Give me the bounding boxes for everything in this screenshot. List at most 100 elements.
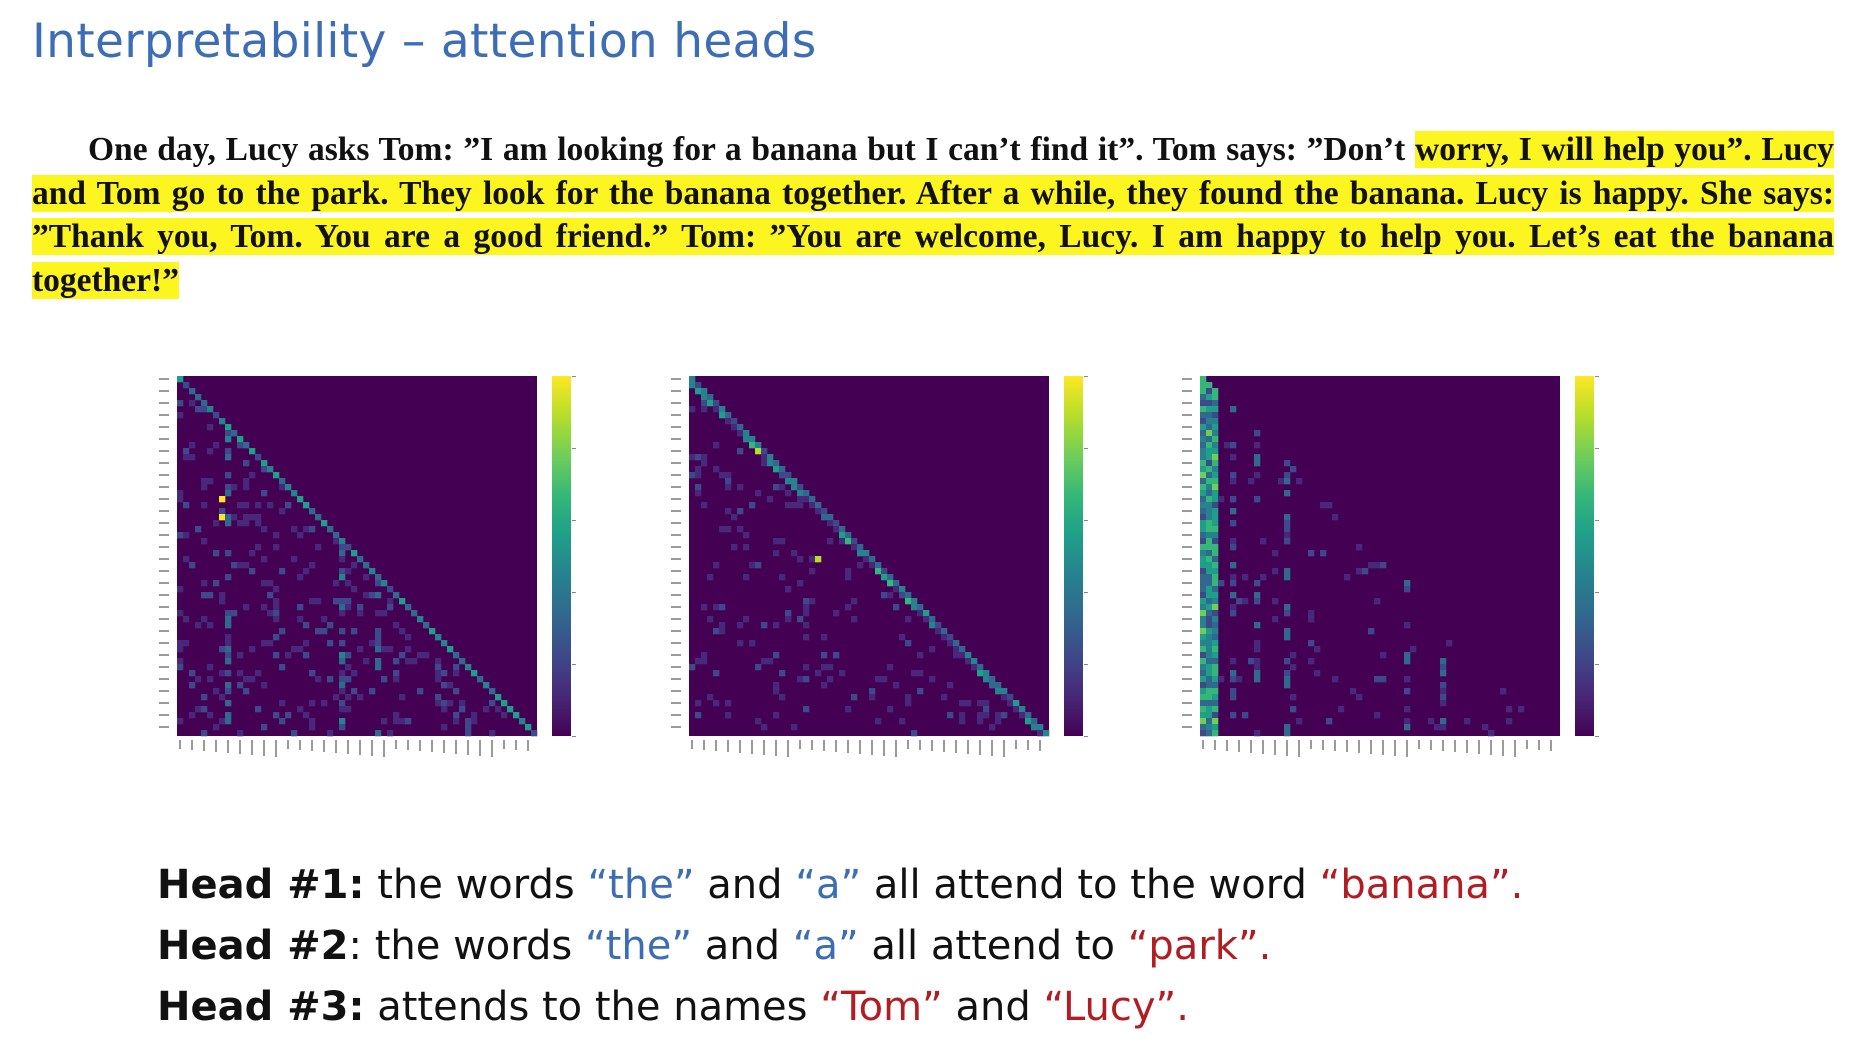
heatmap-cell [231, 514, 238, 521]
heatmap-cell [321, 628, 328, 635]
heatmap-cell [1212, 466, 1219, 473]
heatmap-cell [803, 706, 810, 713]
heatmap-cell [195, 406, 202, 413]
token-tick-label [159, 570, 169, 572]
heatmap-cell [1043, 730, 1050, 737]
heatmap-cell [1212, 640, 1219, 647]
heatmap-cell [249, 550, 256, 557]
heatmap-cell [273, 712, 280, 719]
heatmap-cell [1200, 700, 1207, 707]
heatmap-cell [1200, 544, 1207, 551]
heatmap-cell [749, 502, 756, 509]
heatmap-cell [225, 652, 232, 659]
heatmap-cell [1332, 514, 1339, 521]
heatmap-cell [1284, 532, 1291, 539]
heatmap-cell [285, 712, 292, 719]
heatmap-cell [1212, 700, 1219, 707]
heatmap-cell [1200, 526, 1207, 533]
heatmap-cell [929, 676, 936, 683]
token-tick-label [931, 740, 933, 751]
heatmap-cell [785, 610, 792, 617]
heatmap-cell [1206, 496, 1213, 503]
heatmap-cell [1440, 664, 1447, 671]
heatmap-cell [447, 700, 454, 707]
heatmap-cell [1206, 598, 1213, 605]
heatmap-cell [1200, 604, 1207, 611]
heatmap-cell [297, 706, 304, 713]
heatmap-cell [1206, 574, 1213, 581]
heatmap-cell [869, 562, 876, 569]
heatmap-cell [1200, 412, 1207, 419]
heatmap-cell [1200, 616, 1207, 623]
heatmap-cell [725, 478, 732, 485]
heatmap-cell [1031, 718, 1038, 725]
heatmap-cell [177, 610, 184, 617]
heatmap-cell [905, 592, 912, 599]
caption-part: : the words [348, 923, 585, 969]
heatmap-cell [267, 592, 274, 599]
heatmap-cell [725, 418, 732, 425]
token-tick-label [1182, 486, 1192, 488]
heatmap-cell [1200, 628, 1207, 635]
heatmap-cell [695, 484, 702, 491]
heatmap-cell [351, 562, 358, 569]
heatmap-cell [333, 694, 340, 701]
heatmap-cell [1212, 586, 1219, 593]
heatmap-cell [201, 400, 208, 407]
heatmap-cell [773, 538, 780, 545]
heatmap-cell [1013, 700, 1020, 707]
heatmap-cell [1254, 676, 1261, 683]
heatmap-cell [1254, 580, 1261, 587]
heatmap-cell [1308, 550, 1315, 557]
heatmap-head-3 [1178, 370, 1638, 770]
token-tick-label [1418, 740, 1420, 749]
token-tick-label [763, 740, 765, 755]
heatmap-cell [695, 466, 702, 473]
caption-quote: “Tom” [820, 984, 943, 1030]
heatmap-cell [345, 580, 352, 587]
heatmap-cell [701, 460, 708, 467]
token-tick-label [671, 414, 681, 416]
heatmap-cell [453, 670, 460, 677]
heatmap-cell [1284, 472, 1291, 479]
heatmap-cell [1206, 532, 1213, 539]
heatmap-cell [207, 592, 214, 599]
heatmap-cell [1284, 682, 1291, 689]
token-tick-label [703, 740, 705, 750]
heatmap-cell [773, 688, 780, 695]
heatmap-cell [213, 412, 220, 419]
heatmap-cell [177, 412, 184, 419]
heatmap-cell [261, 556, 268, 563]
heatmap-cell [1260, 574, 1267, 581]
token-tick-label [671, 474, 681, 476]
heatmap-cell [447, 682, 454, 689]
token-tick-label [1182, 534, 1192, 536]
heatmap-cell [1314, 670, 1321, 677]
heatmap-cell [279, 718, 286, 725]
colorbar-tick [1595, 592, 1599, 593]
heatmap-cell [1254, 730, 1261, 737]
heatmap-cell [255, 502, 262, 509]
heatmap-cell [707, 616, 714, 623]
heatmap-cell [1206, 436, 1213, 443]
heatmap-cell [315, 514, 322, 521]
heatmap-cell [689, 472, 696, 479]
token-tick-label [715, 740, 717, 751]
heatmap-cell [1212, 430, 1219, 437]
token-tick-label [671, 582, 681, 584]
heatmap-cell [965, 658, 972, 665]
token-tick-label [1182, 402, 1192, 404]
heatmap-cell [363, 562, 370, 569]
token-tick-label [1182, 630, 1192, 632]
heatmap-cell [1230, 454, 1237, 461]
heatmap-cell [695, 700, 702, 707]
token-tick-label [1182, 654, 1192, 656]
token-tick-label [1466, 740, 1468, 753]
heatmap-cell [273, 634, 280, 641]
heatmap-cell [1254, 640, 1261, 647]
heatmap-cell [887, 580, 894, 587]
heatmap-cell [1206, 508, 1213, 515]
heatmap-cell [243, 460, 250, 467]
heatmap-cell [863, 556, 870, 563]
heatmap-cell [1200, 394, 1207, 401]
